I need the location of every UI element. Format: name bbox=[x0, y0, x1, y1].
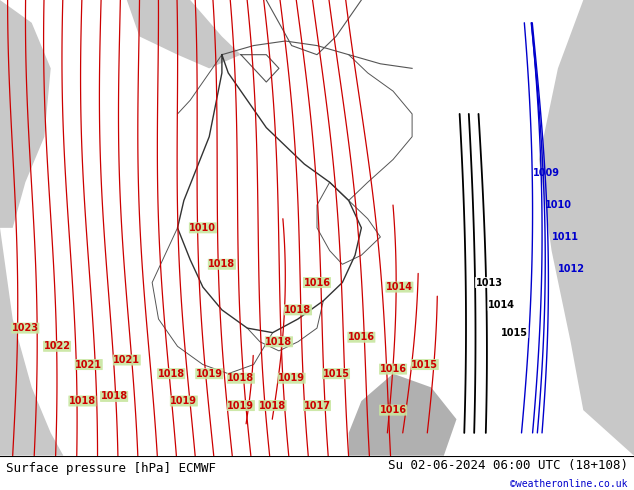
Text: 1015: 1015 bbox=[411, 360, 438, 369]
Text: 1016: 1016 bbox=[380, 405, 406, 415]
Text: Su 02-06-2024 06:00 UTC (18+108): Su 02-06-2024 06:00 UTC (18+108) bbox=[387, 459, 628, 472]
Text: 1018: 1018 bbox=[285, 305, 311, 315]
Text: 1013: 1013 bbox=[476, 277, 503, 288]
Polygon shape bbox=[349, 374, 456, 456]
Polygon shape bbox=[127, 0, 241, 69]
Text: 1014: 1014 bbox=[488, 300, 515, 310]
Text: 1010: 1010 bbox=[190, 223, 216, 233]
Text: 1015: 1015 bbox=[323, 368, 349, 379]
Text: 1019: 1019 bbox=[196, 368, 223, 379]
Text: 1018: 1018 bbox=[209, 259, 235, 270]
Text: 1022: 1022 bbox=[44, 342, 70, 351]
Text: 1016: 1016 bbox=[348, 332, 375, 342]
Text: 1019: 1019 bbox=[228, 400, 254, 411]
Text: 1014: 1014 bbox=[386, 282, 413, 292]
Text: 1023: 1023 bbox=[12, 323, 39, 333]
Text: 1021: 1021 bbox=[75, 360, 102, 369]
Text: 1019: 1019 bbox=[171, 396, 197, 406]
Polygon shape bbox=[539, 0, 634, 456]
Text: 1009: 1009 bbox=[533, 168, 560, 178]
Text: 1016: 1016 bbox=[380, 364, 406, 374]
Polygon shape bbox=[0, 0, 51, 228]
Text: 1019: 1019 bbox=[278, 373, 305, 383]
Text: 1016: 1016 bbox=[304, 277, 330, 288]
Text: 1011: 1011 bbox=[552, 232, 579, 242]
Text: ©weatheronline.co.uk: ©weatheronline.co.uk bbox=[510, 479, 628, 489]
Text: 1017: 1017 bbox=[304, 400, 330, 411]
Text: 1018: 1018 bbox=[259, 400, 286, 411]
Text: 1018: 1018 bbox=[158, 368, 184, 379]
Text: 1018: 1018 bbox=[228, 373, 254, 383]
Text: 1021: 1021 bbox=[113, 355, 140, 365]
Text: 1010: 1010 bbox=[545, 200, 573, 210]
Text: 1018: 1018 bbox=[266, 337, 292, 347]
Text: 1018: 1018 bbox=[101, 392, 127, 401]
Text: 1015: 1015 bbox=[501, 328, 528, 338]
Text: 1012: 1012 bbox=[558, 264, 585, 274]
Text: Surface pressure [hPa] ECMWF: Surface pressure [hPa] ECMWF bbox=[6, 462, 216, 475]
Text: 1018: 1018 bbox=[69, 396, 96, 406]
Polygon shape bbox=[0, 0, 63, 456]
